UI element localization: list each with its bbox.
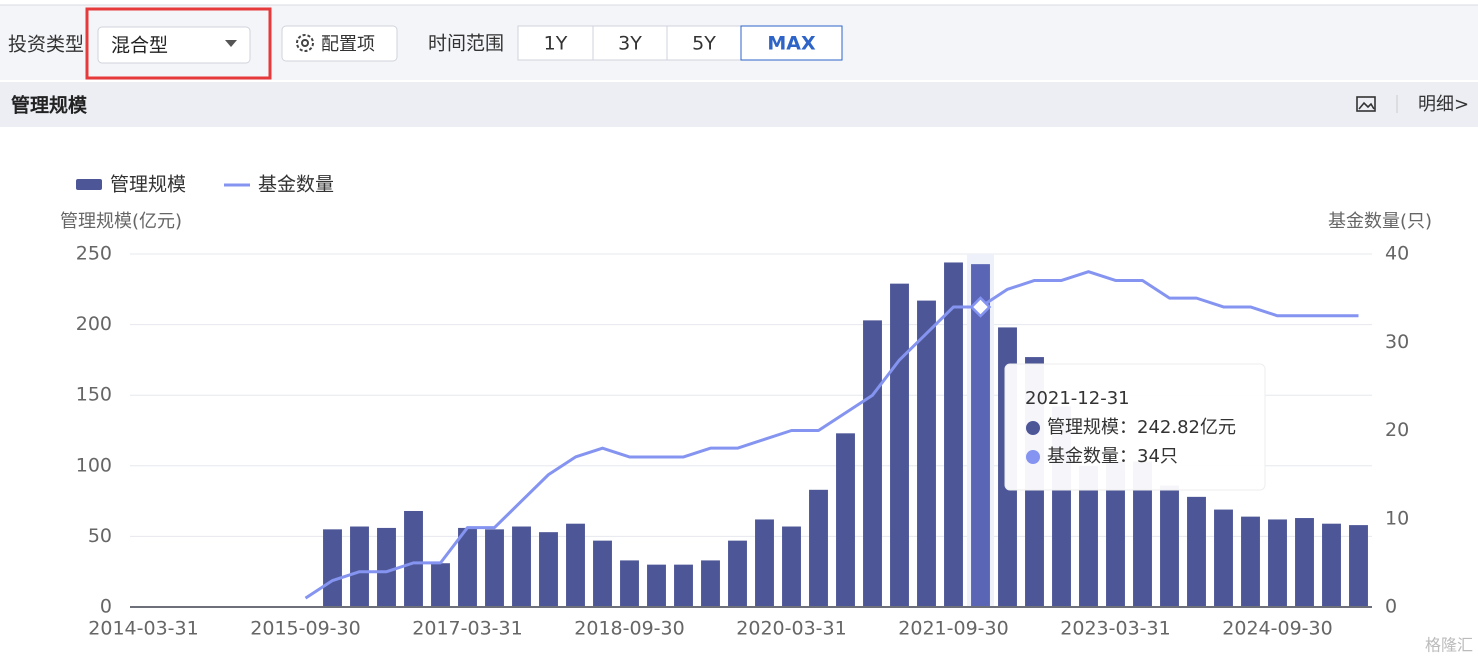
bar xyxy=(1349,525,1368,607)
bar xyxy=(323,529,342,607)
detail-link[interactable]: 明细> xyxy=(1418,94,1469,115)
x-tick-label: 2023-03-31 xyxy=(1060,618,1170,640)
bar xyxy=(1187,496,1206,607)
section-header xyxy=(0,82,1478,127)
tooltip-box xyxy=(1004,363,1266,491)
y-tick-label: 100 xyxy=(76,454,112,476)
y-tick-label: 250 xyxy=(76,243,112,265)
bar xyxy=(782,526,801,607)
bar xyxy=(917,300,936,607)
y-tick-label: 0 xyxy=(100,596,112,618)
bar xyxy=(890,283,909,607)
x-tick-label: 2021-09-30 xyxy=(898,618,1008,640)
gear-icon xyxy=(296,34,314,52)
y-tick-label: 150 xyxy=(76,384,112,406)
legend-swatch xyxy=(76,179,102,190)
bar xyxy=(377,527,396,607)
range-button[interactable] xyxy=(592,25,668,61)
legend-label: 管理规模 xyxy=(110,174,186,196)
range-button[interactable] xyxy=(740,25,843,61)
type-label: 投资类型 xyxy=(8,34,84,56)
bar xyxy=(1241,516,1260,607)
bar xyxy=(350,526,369,607)
x-tick-label: 2017-03-31 xyxy=(412,618,522,640)
tooltip-row: 基金数量：34只 xyxy=(1047,446,1178,467)
y-tick-label: 200 xyxy=(76,313,112,335)
bar xyxy=(404,510,423,607)
watermark: 格隆汇 xyxy=(1425,636,1473,655)
bar xyxy=(701,560,720,607)
dropdown-arrow xyxy=(225,40,237,47)
x-tick-label: 2024-09-30 xyxy=(1222,618,1332,640)
x-tick-label: 2020-03-31 xyxy=(736,618,846,640)
y2-tick-label: 30 xyxy=(1385,331,1409,353)
bar xyxy=(836,433,855,607)
tooltip-dot xyxy=(1026,450,1040,464)
config-button[interactable] xyxy=(281,25,398,62)
range-label[interactable]: 3Y xyxy=(618,33,642,55)
bar xyxy=(485,529,504,607)
bar xyxy=(1079,465,1098,607)
bar xyxy=(1160,485,1179,607)
bar xyxy=(809,489,828,607)
hover-marker xyxy=(969,296,992,318)
bar xyxy=(1133,461,1152,607)
line xyxy=(304,270,1359,600)
x-tick-label: 2018-09-30 xyxy=(574,618,684,640)
range-button[interactable] xyxy=(666,25,742,61)
config-label[interactable]: 配置项 xyxy=(321,34,375,55)
range-label[interactable]: 5Y xyxy=(692,33,716,55)
y2-tick-label: 10 xyxy=(1385,507,1409,529)
range-label[interactable]: 1Y xyxy=(544,33,568,55)
tooltip-title: 2021-12-31 xyxy=(1025,388,1130,409)
y-tick-label: 50 xyxy=(88,525,112,547)
tooltip-dot xyxy=(1026,421,1040,435)
y2-tick-label: 20 xyxy=(1385,419,1409,441)
range-label[interactable]: MAX xyxy=(767,33,816,55)
bar xyxy=(1214,509,1233,607)
bar xyxy=(647,564,666,607)
bar xyxy=(674,564,693,607)
bar xyxy=(512,526,531,607)
bar xyxy=(1268,519,1287,607)
bar xyxy=(620,560,639,607)
tooltip-row: 管理规模：242.82亿元 xyxy=(1047,417,1236,438)
bar xyxy=(755,519,774,607)
range-label: 时间范围 xyxy=(428,33,504,55)
type-value[interactable]: 混合型 xyxy=(111,35,168,57)
bar xyxy=(458,527,477,607)
legend-label: 基金数量 xyxy=(258,174,334,196)
x-tick-label: 2014-03-31 xyxy=(88,618,198,640)
image-icon[interactable] xyxy=(1356,96,1376,112)
bar xyxy=(1295,518,1314,607)
bar xyxy=(1106,461,1125,607)
y2-tick-label: 40 xyxy=(1385,243,1409,265)
bar xyxy=(971,264,990,607)
section-title: 管理规模 xyxy=(11,94,88,117)
bar xyxy=(863,320,882,607)
bar xyxy=(728,540,747,607)
bar xyxy=(593,540,612,607)
y2-axis-title: 基金数量(只) xyxy=(1328,211,1432,232)
bar xyxy=(566,523,585,607)
y-axis-title: 管理规模(亿元) xyxy=(60,211,182,232)
highlight-box xyxy=(85,7,272,80)
x-tick-label: 2015-09-30 xyxy=(250,618,360,640)
bar xyxy=(1322,523,1341,607)
type-select[interactable] xyxy=(97,26,251,64)
bar xyxy=(539,532,558,607)
bar xyxy=(944,262,963,607)
bar xyxy=(431,563,450,607)
y2-tick-label: 0 xyxy=(1385,596,1397,618)
